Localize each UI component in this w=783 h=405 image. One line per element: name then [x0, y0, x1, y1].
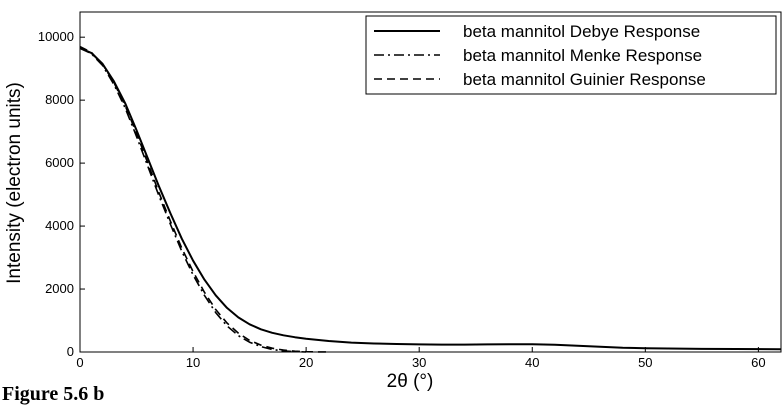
- plot-frame: [79, 11, 782, 353]
- y-tick-label: 4000: [45, 218, 74, 233]
- legend-label-2: beta mannitol Menke Response: [463, 46, 702, 65]
- x-tick-label: 0: [76, 355, 83, 370]
- x-axis-title: 2θ (°): [387, 371, 434, 392]
- x-tick-label: 60: [751, 355, 765, 370]
- x-axis-ticks: 0 10 20 30 40 50 60: [76, 347, 766, 370]
- x-tick-label: 20: [299, 355, 313, 370]
- y-tick-label: 6000: [45, 155, 74, 170]
- y-tick-label: 0: [67, 344, 74, 359]
- figure-caption: Figure 5.6 b: [2, 383, 105, 405]
- x-tick-label: 30: [412, 355, 426, 370]
- y-tick-label: 8000: [45, 92, 74, 107]
- series-line-2: [79, 47, 307, 353]
- legend: beta mannitol Debye Response beta mannito…: [365, 15, 777, 95]
- legend-box: [365, 15, 777, 95]
- y-tick-label: 2000: [45, 281, 74, 296]
- legend-label-3: beta mannitol Guinier Response: [463, 70, 706, 89]
- legend-entries: beta mannitol Debye Response beta mannito…: [374, 22, 706, 89]
- x-tick-label: 40: [525, 355, 539, 370]
- y-axis-title: Intensity (electron units): [4, 82, 25, 284]
- x-tick-label: 50: [638, 355, 652, 370]
- x-tick-label: 10: [186, 355, 200, 370]
- series-line-1: [79, 47, 782, 351]
- series-layer: [79, 45, 782, 353]
- y-tick-label: 10000: [38, 29, 74, 44]
- plot-area: 0 10 20 30 40 50 60 0 2000 4000 6000 8000 10000: [38, 11, 782, 370]
- y-axis-ticks: 0 2000 4000 6000 8000 10000: [38, 29, 85, 359]
- series-line-3: [79, 45, 329, 353]
- legend-label-1: beta mannitol Debye Response: [463, 22, 700, 41]
